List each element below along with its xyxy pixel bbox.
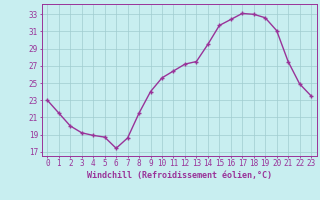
X-axis label: Windchill (Refroidissement éolien,°C): Windchill (Refroidissement éolien,°C) bbox=[87, 171, 272, 180]
